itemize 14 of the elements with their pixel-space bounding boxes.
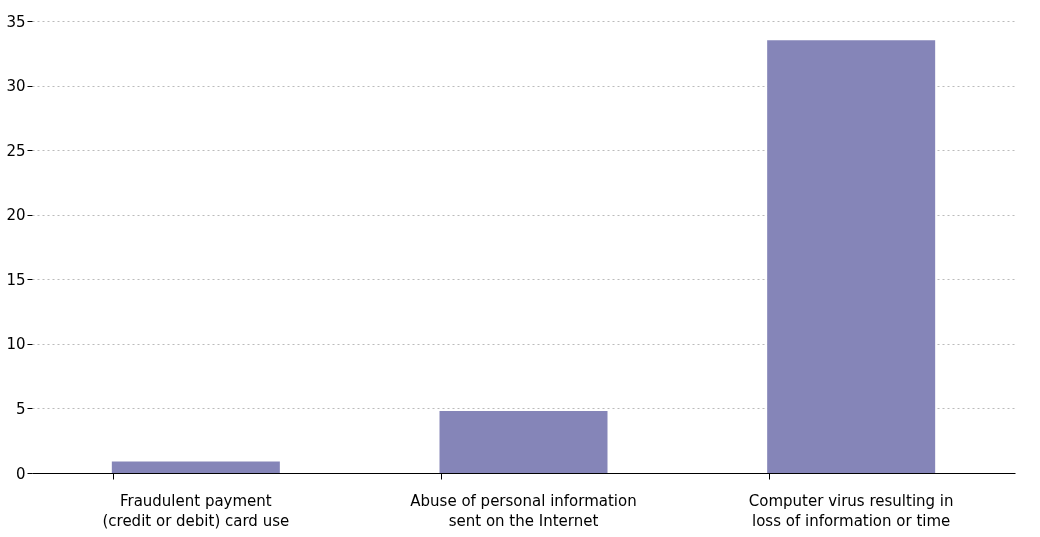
x-tick-label: Computer virus resulting in loss of information or time (748, 491, 954, 530)
y-tick-label: 20 (6, 206, 26, 225)
bar (767, 40, 936, 473)
y-tick-label: 0 (15, 464, 26, 483)
y-tick-label: 35 (6, 12, 26, 31)
y-tick-label: 5 (15, 399, 26, 418)
x-tick-label: Fraudulent payment (credit or debit) card use (102, 491, 290, 530)
x-tick-label: Abuse of personal information sent on the Internet (410, 491, 637, 530)
y-tick-label: 10 (6, 335, 26, 354)
bar (439, 411, 608, 473)
y-tick-label: 15 (6, 270, 26, 289)
y-tick-label: 30 (6, 77, 26, 96)
bar (111, 461, 280, 473)
y-tick-label: 25 (6, 141, 26, 160)
